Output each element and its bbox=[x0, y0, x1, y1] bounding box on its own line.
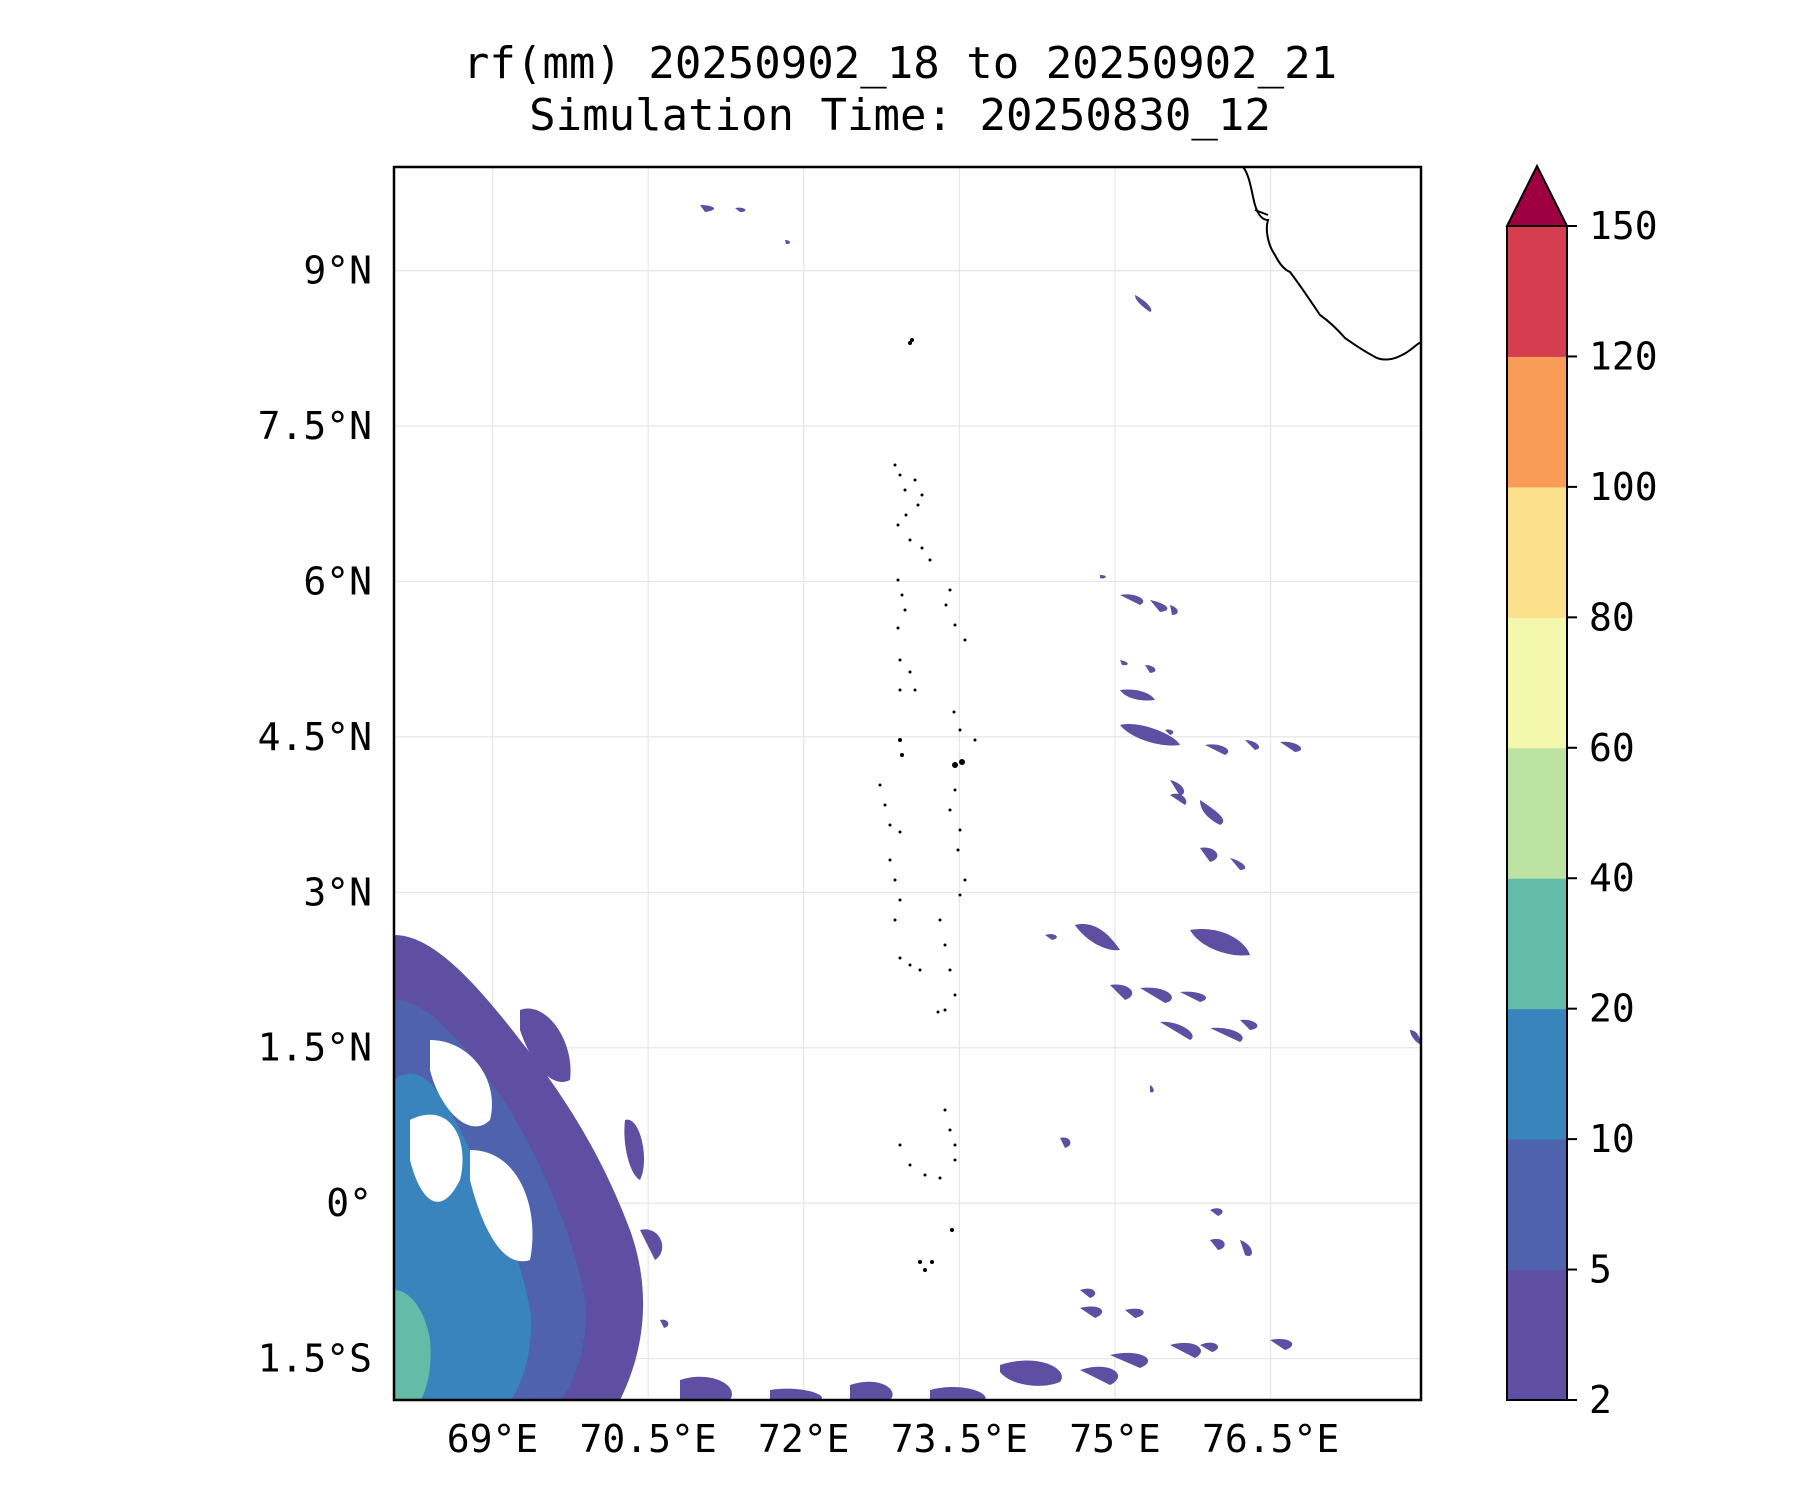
colorbar-tick-label: 60 bbox=[1589, 726, 1635, 770]
colorbar-tick-label: 150 bbox=[1589, 204, 1658, 248]
colorbar-segment bbox=[1507, 226, 1567, 357]
colorbar-extend-arrow bbox=[1505, 163, 1569, 227]
lat-tick-label: 3°N bbox=[303, 870, 372, 914]
rainfall-shading bbox=[394, 205, 1421, 1400]
colorbar-tick-label: 100 bbox=[1589, 465, 1658, 509]
colorbar-tick-label: 2 bbox=[1589, 1378, 1612, 1422]
maldives-atolls bbox=[878, 338, 977, 1272]
chart-title-line-2: Simulation Time: 20250830_12 bbox=[529, 90, 1271, 141]
lon-tick-label: 69°E bbox=[447, 1417, 539, 1461]
lat-tick-label: 0° bbox=[326, 1181, 372, 1225]
colorbar-tick-label: 10 bbox=[1589, 1117, 1635, 1161]
lat-tick-label: 4.5°N bbox=[258, 715, 372, 759]
colorbar-segment bbox=[1507, 747, 1567, 879]
longitude-labels: 69°E 70.5°E 72°E 73.5°E 75°E 76.5°E bbox=[447, 1417, 1339, 1461]
lon-tick-label: 72°E bbox=[758, 1417, 850, 1461]
colorbar-segment bbox=[1507, 1008, 1567, 1140]
lat-tick-label: 1.5°S bbox=[258, 1337, 372, 1381]
colorbar-segment bbox=[1507, 1139, 1567, 1271]
chart-title-line-1: rf(mm) 20250902_18 to 20250902_21 bbox=[462, 38, 1338, 89]
lon-tick-label: 73.5°E bbox=[891, 1417, 1028, 1461]
colorbar-tick-label: 120 bbox=[1589, 334, 1658, 378]
colorbar-tick-label: 5 bbox=[1589, 1248, 1612, 1292]
colorbar-segment bbox=[1507, 356, 1567, 488]
latitude-labels: 9°N 7.5°N 6°N 4.5°N 3°N 1.5°N 0° 1.5°S bbox=[258, 249, 372, 1381]
colorbar-frame bbox=[1506, 226, 1568, 1401]
colorbar-segment bbox=[1507, 486, 1567, 618]
map-frame bbox=[392, 165, 1423, 1402]
lat-tick-label: 7.5°N bbox=[258, 404, 372, 448]
lon-tick-label: 75°E bbox=[1069, 1417, 1161, 1461]
colorbar-segment bbox=[1507, 1269, 1567, 1401]
colorbar-tick-label: 20 bbox=[1589, 987, 1635, 1031]
lat-tick-label: 6°N bbox=[303, 559, 372, 603]
colorbar-segment bbox=[1507, 878, 1567, 1010]
lon-tick-label: 70.5°E bbox=[580, 1417, 717, 1461]
colorbar-tick-label: 80 bbox=[1589, 595, 1635, 639]
coastline-layer bbox=[1242, 167, 1421, 361]
lat-tick-label: 9°N bbox=[303, 249, 372, 293]
lon-tick-label: 76.5°E bbox=[1202, 1417, 1339, 1461]
lat-tick-label: 1.5°N bbox=[258, 1026, 372, 1070]
colorbar-tick-label: 40 bbox=[1589, 856, 1635, 900]
colorbar-segment bbox=[1507, 617, 1567, 749]
colorbar: 2 5 10 20 40 60 80 100 120 150 bbox=[1505, 163, 1658, 1422]
